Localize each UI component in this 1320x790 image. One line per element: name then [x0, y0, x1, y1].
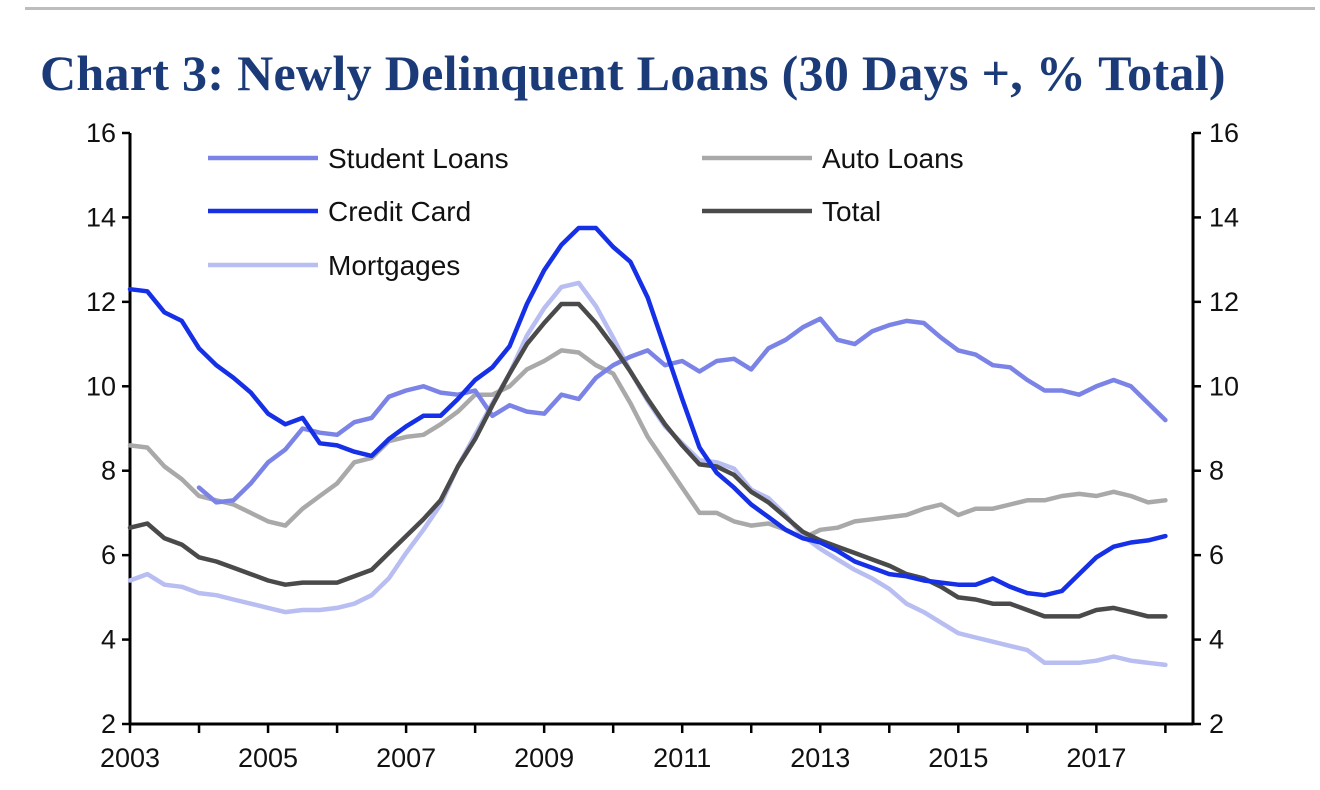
y-tick-label-left: 6: [101, 540, 116, 570]
x-tick-label: 2007: [376, 743, 436, 773]
legend-label-total: Total: [822, 196, 881, 227]
legend-label-credit-card: Credit Card: [328, 196, 471, 227]
legend-label-auto-loans: Auto Loans: [822, 143, 964, 174]
x-tick-label: 2005: [238, 743, 298, 773]
y-tick-label-left: 8: [101, 456, 116, 486]
y-tick-label-right: 14: [1209, 202, 1239, 232]
series-line-auto-loans: [127, 348, 1168, 541]
y-tick-label-left: 2: [101, 709, 116, 739]
y-tick-label-left: 10: [86, 371, 116, 401]
x-tick-label: 2017: [1066, 743, 1126, 773]
x-tick-label: 2015: [928, 743, 988, 773]
axes: 2 2 4 4 6 6 8 8 10 10 12 12 14 14 16 16 2003 2005 2007 2009…: [86, 118, 1239, 773]
y-tick-label-left: 12: [86, 287, 116, 317]
legend: Student Loans Auto Loans Credit Card Total M…: [208, 143, 964, 281]
top-rule: [25, 7, 1315, 10]
series-lines: [127, 225, 1168, 668]
y-tick-label-right: 6: [1209, 540, 1224, 570]
y-tick-label-right: 12: [1209, 287, 1239, 317]
y-tick-label-right: 10: [1209, 371, 1239, 401]
y-tick-label-right: 16: [1209, 118, 1239, 148]
series-line-student-loans: [196, 316, 1168, 505]
x-tick-label: 2013: [790, 743, 850, 773]
x-tick-label: 2011: [653, 743, 711, 773]
series-line-total: [127, 301, 1168, 619]
y-tick-label-right: 2: [1209, 709, 1224, 739]
series-line-credit-card: [127, 225, 1168, 598]
legend-label-student-loans: Student Loans: [328, 143, 509, 174]
y-tick-label-left: 4: [101, 625, 116, 655]
chart-title: Chart 3: Newly Delinquent Loans (30 Days…: [40, 45, 1226, 101]
y-tick-label-right: 8: [1209, 456, 1224, 486]
y-tick-label-right: 4: [1209, 625, 1224, 655]
y-tick-label-left: 14: [86, 202, 116, 232]
legend-label-mortgages: Mortgages: [328, 250, 460, 281]
x-tick-label: 2009: [514, 743, 574, 773]
y-tick-label-left: 16: [86, 118, 116, 148]
series-line-mortgages: [127, 280, 1168, 668]
x-tick-label: 2003: [100, 743, 160, 773]
